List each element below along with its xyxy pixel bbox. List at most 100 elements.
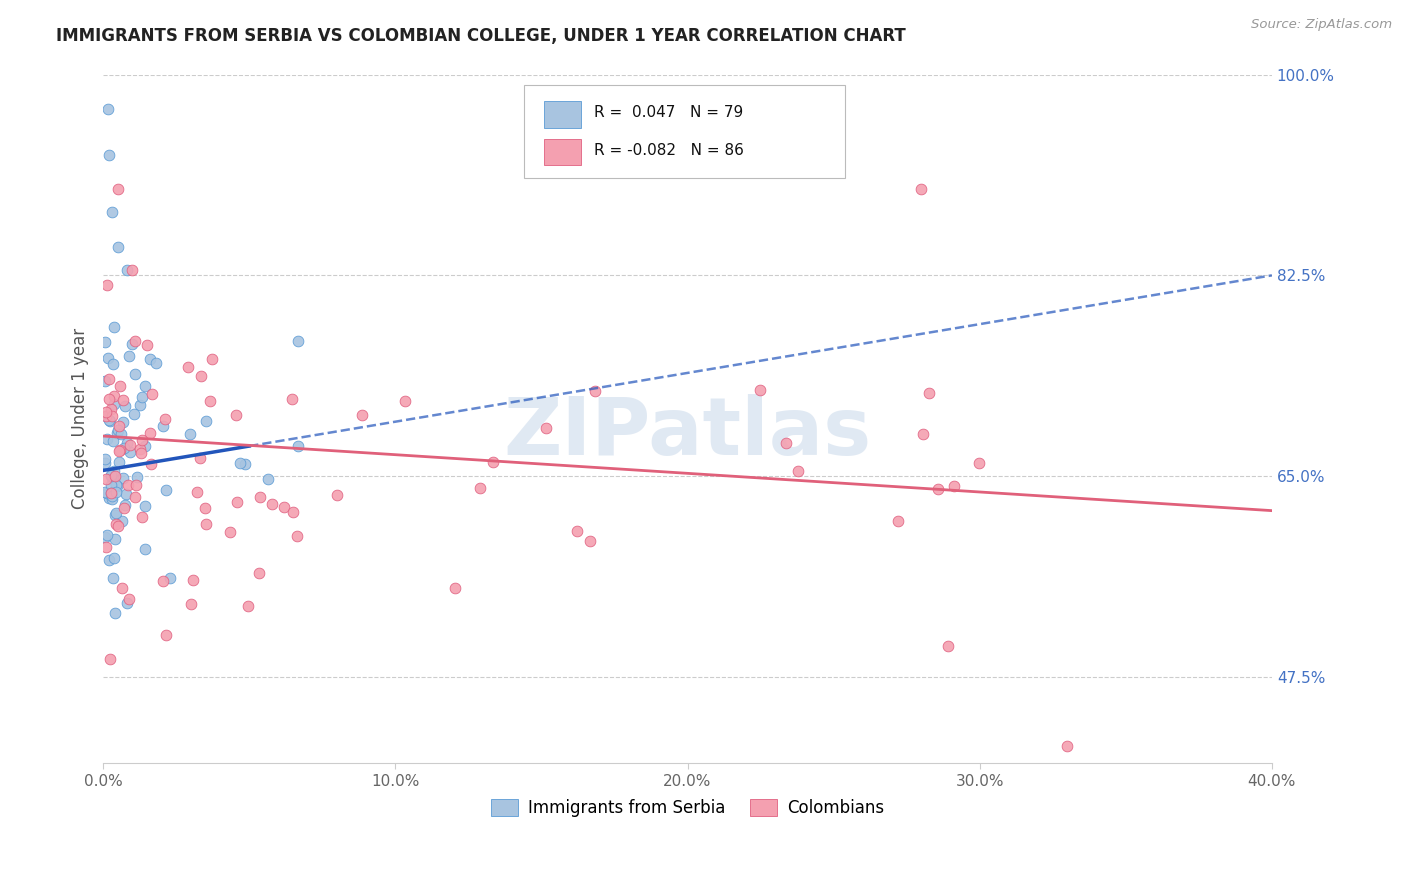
Point [124, 477, 146, 491]
Point [567, 524, 589, 538]
Point [159, 570, 181, 584]
Point [108, 442, 131, 457]
Point [107, 182, 129, 196]
Point [134, 379, 156, 393]
Point [194, 501, 217, 516]
Point [225, 408, 247, 422]
Point [105, 506, 128, 520]
Point [100, 469, 122, 483]
Point [179, 427, 201, 442]
Point [104, 468, 127, 483]
Point [112, 501, 135, 516]
Point [107, 518, 129, 533]
Point [115, 435, 138, 450]
Point [94, 404, 117, 418]
Point [394, 394, 416, 409]
Point [787, 464, 810, 478]
Point [93, 456, 115, 470]
Point [108, 419, 131, 434]
Point [98, 372, 121, 386]
Y-axis label: College, Under 1 year: College, Under 1 year [72, 328, 89, 509]
Point [117, 596, 139, 610]
Point [128, 398, 150, 412]
Point [118, 592, 141, 607]
Point [152, 574, 174, 588]
Point [129, 446, 152, 460]
Text: R =  0.047   N = 79: R = 0.047 N = 79 [593, 105, 744, 120]
Point [112, 441, 135, 455]
Point [93, 530, 115, 544]
Point [111, 581, 134, 595]
Point [121, 336, 143, 351]
Point [139, 457, 162, 471]
Point [219, 525, 242, 540]
Point [107, 240, 129, 254]
Point [101, 571, 124, 585]
Point [93, 375, 115, 389]
Point [228, 456, 250, 470]
Point [188, 451, 211, 466]
Point [226, 495, 249, 509]
Point [194, 517, 217, 532]
Point [886, 514, 908, 528]
Point [100, 467, 122, 482]
Point [190, 369, 212, 384]
Point [96, 277, 118, 292]
Point [238, 599, 260, 613]
Point [98, 413, 121, 427]
Point [98, 552, 121, 566]
Point [124, 490, 146, 504]
Point [260, 497, 283, 511]
Bar [544, 102, 581, 128]
Point [115, 262, 138, 277]
Point [134, 499, 156, 513]
Point [131, 390, 153, 404]
Point [579, 533, 602, 548]
Point [352, 409, 374, 423]
Point [124, 367, 146, 381]
Point [114, 498, 136, 512]
Point [145, 356, 167, 370]
Point [96, 528, 118, 542]
Point [100, 485, 122, 500]
Point [101, 357, 124, 371]
Point [155, 628, 177, 642]
Point [283, 505, 305, 519]
Point [117, 478, 139, 492]
Point [105, 517, 128, 532]
Point [100, 491, 122, 506]
Point [104, 470, 127, 484]
Point [201, 351, 224, 366]
Point [94, 409, 117, 424]
Point [105, 478, 128, 492]
Point [918, 386, 941, 401]
Point [98, 651, 121, 665]
Point [114, 399, 136, 413]
Point [94, 409, 117, 423]
Point [1056, 739, 1078, 753]
Point [177, 359, 200, 374]
Point [96, 102, 118, 116]
Point [103, 474, 125, 488]
Point [134, 439, 156, 453]
Point [233, 457, 256, 471]
Point [134, 541, 156, 556]
Point [247, 566, 270, 581]
Point [103, 397, 125, 411]
Point [942, 478, 965, 492]
Point [108, 379, 131, 393]
Point [108, 455, 131, 469]
Point [103, 464, 125, 478]
Point [101, 489, 124, 503]
Point [118, 444, 141, 458]
Point [112, 471, 135, 485]
Point [103, 320, 125, 334]
Point [93, 484, 115, 499]
Point [108, 444, 131, 458]
Point [98, 148, 121, 162]
Point [124, 334, 146, 349]
Point [257, 472, 280, 486]
Point [103, 389, 125, 403]
Point [101, 434, 124, 449]
Point [97, 392, 120, 407]
